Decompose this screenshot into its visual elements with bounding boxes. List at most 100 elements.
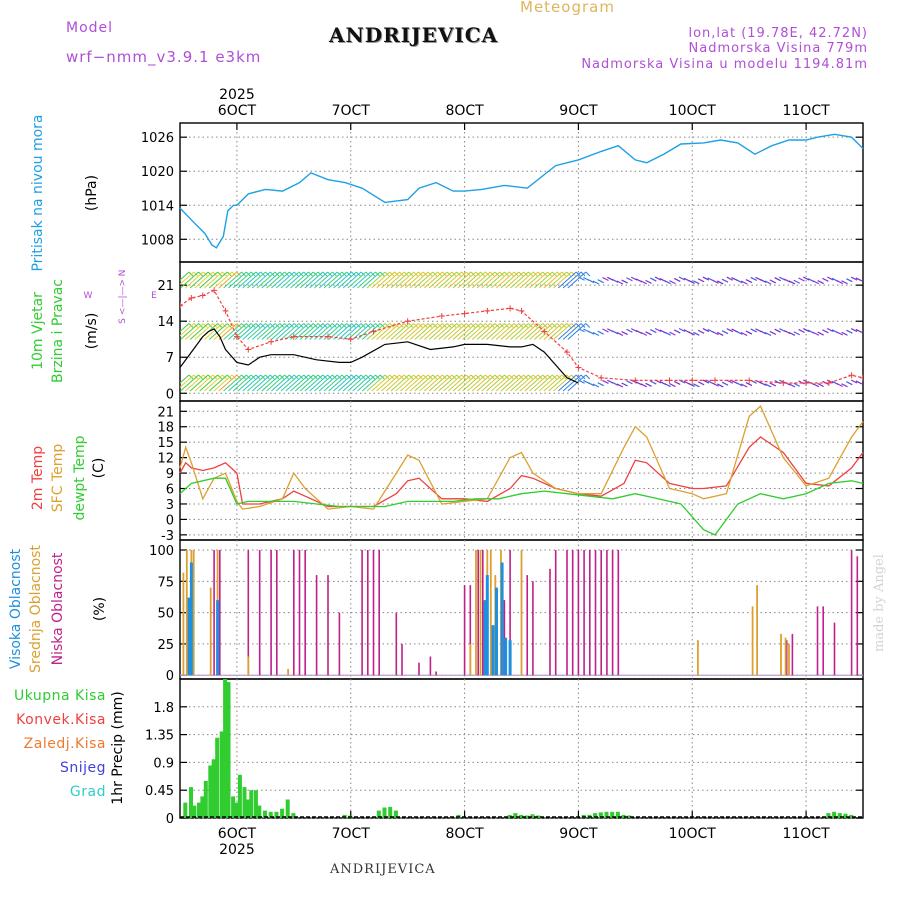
wind-barb — [654, 327, 662, 333]
cloud-bar-srednja — [780, 633, 782, 676]
wind-barb — [247, 323, 266, 340]
gust-marker — [712, 377, 719, 384]
wind-barb — [740, 383, 748, 388]
wind-barb — [185, 323, 204, 340]
gust-marker — [518, 307, 525, 314]
cloud-bar-srednja — [788, 643, 790, 676]
precip-bar — [263, 810, 267, 818]
xtick-label-top: 9OCT — [559, 103, 598, 119]
wind-barb — [180, 374, 199, 392]
wind-barb — [736, 330, 743, 335]
cloud-bar-visoka — [504, 637, 508, 676]
wind-barb — [352, 374, 372, 392]
cloud-bar-niska — [577, 550, 580, 676]
wind-barb — [481, 323, 501, 340]
cloud-bar-visoka — [189, 562, 193, 676]
wind-barb — [585, 271, 591, 277]
wind-barb — [385, 374, 405, 392]
wind-barb — [616, 331, 624, 337]
wind-barb — [352, 323, 372, 340]
gust-marker — [575, 364, 582, 371]
wind-barb — [328, 271, 348, 289]
xtick-label-top: 10OCT — [669, 103, 717, 119]
cloud-bar-niska — [463, 585, 466, 676]
wind-barb — [721, 381, 729, 386]
wind-barb — [855, 277, 863, 282]
wind-barb — [587, 279, 595, 284]
wind-barb — [256, 323, 276, 340]
wind-barb — [438, 271, 458, 289]
cloud-bar-niska — [571, 550, 574, 676]
xtick-label-bottom: 8OCT — [445, 826, 484, 842]
wind-barb — [697, 329, 705, 334]
wind-barb — [850, 379, 858, 384]
precip-bar — [826, 813, 831, 818]
xtick-label-bottom: 7OCT — [332, 826, 371, 842]
wind-barb — [237, 374, 257, 392]
wind-barb — [585, 323, 591, 328]
ytick-label-temperature: 18 — [157, 421, 174, 436]
wind-barb — [275, 374, 295, 392]
precip-bar — [291, 813, 296, 818]
wind-barb — [616, 383, 624, 388]
wind-barb — [597, 279, 604, 284]
wind-barb — [251, 374, 271, 392]
gust-marker — [245, 346, 252, 353]
wind-barb — [486, 323, 505, 340]
wind-barb — [357, 374, 376, 392]
ylabel-visoka: Visoka Oblacnost — [8, 548, 24, 669]
wind-barb — [204, 271, 223, 289]
wind-barb — [443, 374, 462, 392]
precip-bar — [211, 759, 216, 818]
cloud-bar-visoka — [491, 625, 495, 676]
wind-barb — [645, 331, 652, 336]
precip-bar — [388, 806, 393, 818]
gust-line — [180, 289, 863, 384]
wind-barb — [180, 374, 190, 384]
unit-wind-group: (m/s) — [84, 313, 100, 350]
wind-barb — [712, 382, 719, 387]
wind-barb — [716, 383, 724, 388]
cloud-bar-niska — [606, 550, 608, 676]
precip-bar — [832, 811, 837, 818]
wind-barb — [524, 323, 544, 340]
cloud-bar-srednja — [475, 550, 477, 676]
wind-barb — [232, 271, 252, 289]
ylabel-wind-1-group: 10m Vjetar — [30, 292, 46, 370]
ylabel-sfc: SFC Temp — [50, 444, 66, 513]
wind-barb — [688, 331, 695, 336]
precip-bar — [223, 679, 228, 818]
wind-barb — [180, 323, 199, 340]
wind-barb — [664, 331, 671, 336]
wind-barb — [548, 271, 568, 289]
wind-barb — [285, 374, 305, 392]
wind-barb — [342, 374, 362, 392]
compass-north: N — [118, 270, 128, 277]
precip-bar — [242, 787, 247, 818]
wind-barb — [673, 329, 681, 334]
ytick-label-temperature: 3 — [166, 498, 174, 513]
cloud-bar-niska — [315, 575, 318, 676]
wind-barb — [650, 329, 657, 334]
wind-barb — [803, 327, 810, 333]
gust-marker — [233, 333, 240, 340]
station-title: ANDRIJEVICA — [329, 23, 499, 47]
xtick-label-bottom: 10OCT — [669, 826, 717, 842]
wind-barb — [204, 374, 223, 392]
wind-barb — [299, 323, 319, 340]
wind-barb — [764, 331, 772, 337]
wind-barb — [390, 271, 410, 289]
precip-bar — [524, 815, 529, 818]
cloud-bar-niska — [617, 550, 620, 676]
cloud-bar-niska — [833, 622, 836, 676]
gust-marker — [268, 338, 275, 345]
elevation-info: Nadmorska Visina 779m — [688, 41, 868, 56]
compass-arrows: <—|—> — [118, 279, 128, 315]
wind-barb — [338, 374, 357, 392]
wind-barb — [486, 271, 505, 289]
ytick-label-wind: 0 — [166, 387, 174, 402]
ytick-label-cloud: 75 — [157, 575, 174, 590]
ylabel-niska: Niska Oblacnost — [50, 552, 66, 665]
wind-barb — [304, 374, 324, 392]
